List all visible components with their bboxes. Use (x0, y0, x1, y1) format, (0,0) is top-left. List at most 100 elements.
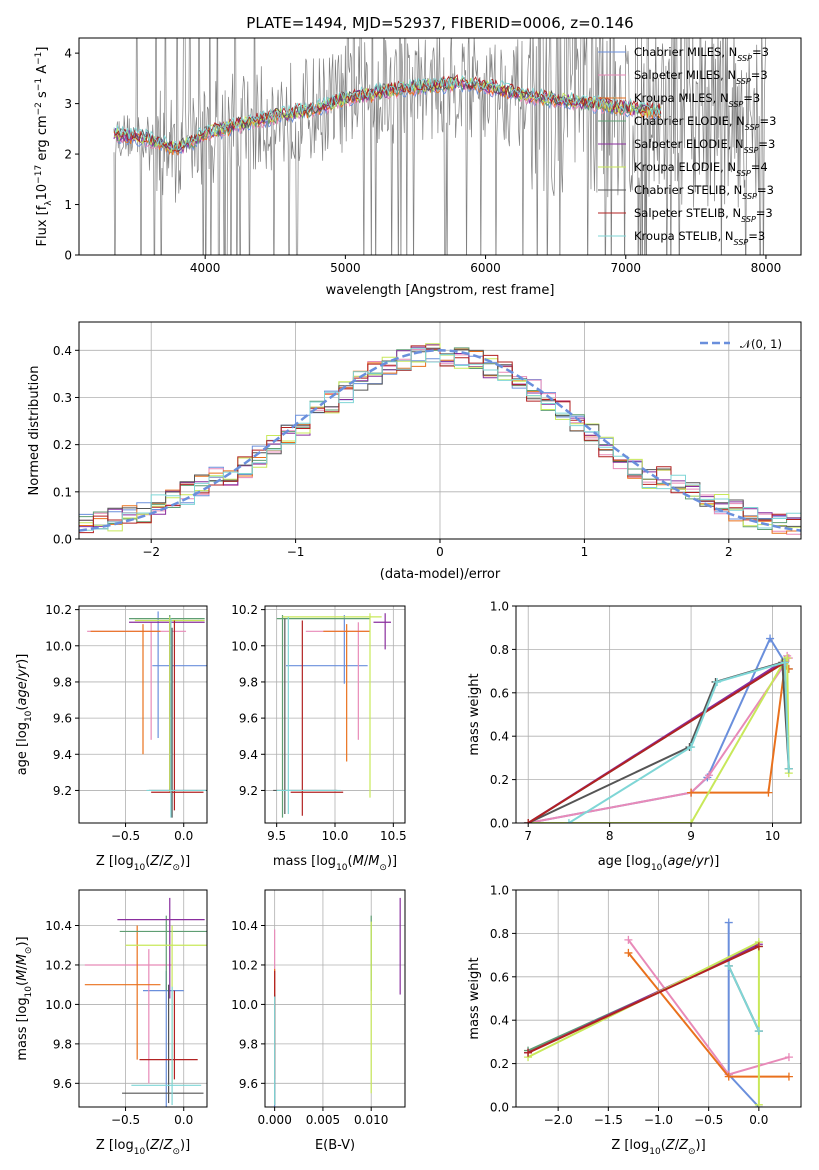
x-axis-label-part: Z (149, 854, 160, 869)
x-axis-label-part: ⊙ (172, 1147, 180, 1157)
x-axis-label-part: Z (665, 1138, 676, 1153)
x-tick-label: 7 (524, 829, 532, 843)
y-axis-label-part: ( (15, 706, 30, 711)
axes-spectrum: 4000 5000 6000 7000 8000 0 1 2 3 4 Chabrier MILES,… (34, 37, 802, 298)
x-axis-label-part: 10 (336, 863, 348, 873)
weight-marker (784, 764, 793, 773)
y-tick-label: 4 (64, 47, 72, 61)
plot-area-age-mass (265, 606, 405, 823)
legend-entry-part: =4 (751, 160, 768, 174)
legend-gaussian-label: 𝒩(0, 1) (740, 337, 782, 351)
weight-marker (687, 819, 696, 823)
x-tick-label: −0.5 (111, 1113, 140, 1127)
legend-entry-part: =3 (752, 45, 769, 59)
y-axis-label-part: age (15, 681, 30, 705)
axes-frame (78, 321, 802, 540)
x-axis-label-part: )] (709, 854, 719, 869)
x-tick-label: 9 (687, 829, 695, 843)
x-axis-label-part: / (692, 854, 697, 869)
plot-area-residuals (79, 322, 801, 539)
legend-entry-part: SSP (737, 54, 752, 63)
x-tick-label: −2 (142, 545, 160, 559)
y-tick-label: 10.4 (45, 919, 72, 933)
y-axis-label-part: λ (44, 200, 54, 206)
y-axis-label-part: Flux [f (35, 205, 50, 246)
x-axis-label-part: Z (163, 1138, 174, 1153)
y-tick-label: 0.1 (53, 485, 72, 499)
weight-marker (754, 942, 763, 951)
y-tick-label: 1.0 (490, 600, 509, 614)
legend-entry-part: Chabrier ELODIE, N (634, 114, 745, 128)
x-tick-label: 0.0 (174, 1113, 193, 1127)
x-tick-label: 0.0 (174, 829, 193, 843)
weight-line-8 (527, 945, 760, 1054)
weight-line-9 (568, 661, 790, 823)
x-axis-label-part: ⊙ (688, 1147, 696, 1157)
legend-entry-part: Kroupa ELODIE, N (634, 160, 736, 174)
x-axis-label-part: ( (145, 1138, 150, 1153)
weight-marker (687, 743, 696, 752)
y-tick-label: 3 (64, 97, 72, 111)
y-tick-label: 0.0 (490, 817, 509, 831)
x-tick-label: 2 (725, 545, 733, 559)
x-axis-label-part: 10 (649, 1147, 661, 1157)
weight-marker (784, 664, 793, 673)
y-tick-label: 0.4 (490, 730, 509, 744)
weight-marker (780, 658, 789, 667)
weight-marker (624, 935, 633, 944)
plot-area-age-Z (79, 606, 207, 823)
x-tick-label: 8 (606, 829, 614, 843)
legend-entry-part: SSP (736, 77, 751, 86)
plot-area-mass-EBV (265, 890, 405, 1107)
legend-entry-part: =3 (757, 183, 774, 197)
x-axis-label-part: ( (662, 854, 667, 869)
x-axis-label-part: ⊙ (379, 863, 387, 873)
weight-line-8 (527, 661, 786, 823)
y-tick-label: 0.2 (490, 773, 509, 787)
y-tick-label: 0.4 (490, 1014, 509, 1028)
y-axis-label: Flux [fλ10−17 erg cm−2 s−1 A−1] (34, 47, 54, 247)
x-axis-label-part: ( (348, 854, 353, 869)
plot-area-weight-age (516, 606, 801, 823)
y-tick-label: 9.2 (53, 784, 72, 798)
x-tick-label: 5000 (330, 261, 361, 275)
x-tick-label: 8000 (751, 261, 782, 275)
x-tick-label: 0.005 (306, 1113, 340, 1127)
y-tick-label: 9.4 (239, 748, 258, 762)
x-axis-label-part: age (667, 854, 691, 869)
axes-frame (515, 889, 802, 1108)
x-axis-label: Z [log10(Z/Z⊙)] (96, 1138, 190, 1157)
y-axis-label-part: M (15, 970, 30, 981)
y-tick-label: 0.0 (490, 1101, 509, 1115)
axes-frame (78, 37, 802, 256)
y-axis-label-part: age [log (15, 722, 30, 775)
y-tick-label: 10.0 (231, 998, 258, 1012)
x-axis-label-part: )] (180, 854, 190, 869)
x-tick-label: −2.0 (544, 1113, 573, 1127)
axes-mass-Z: −0.5 0.09.69.810.010.210.4Z [log10(Z/Z⊙)]… (15, 889, 208, 1157)
y-tick-label: 0.0 (53, 533, 72, 547)
x-axis-label-part: E(B-V) (315, 1138, 355, 1153)
x-axis-label: mass [log10(M/M⊙)] (273, 854, 397, 873)
plot-area-mass-Z (79, 890, 207, 1107)
x-axis-label: age [log10(age/yr)] (598, 854, 720, 873)
y-tick-label: 9.6 (239, 1077, 258, 1091)
y-tick-label: 9.8 (53, 675, 72, 689)
weight-marker (764, 788, 773, 797)
y-tick-label: 10.2 (45, 958, 72, 972)
y-tick-label: 9.8 (239, 1037, 258, 1051)
y-axis-label-part: 10 (24, 986, 34, 998)
y-tick-label: 0.2 (53, 438, 72, 452)
x-axis-label-part: / (675, 1138, 680, 1153)
y-axis-label: mass weight (467, 957, 482, 1039)
y-tick-label: 0.4 (53, 344, 72, 358)
y-tick-label: 10.0 (45, 639, 72, 653)
x-axis-label-part: 10 (651, 863, 663, 873)
x-tick-label: −0.5 (111, 829, 140, 843)
x-tick-label: 9.5 (267, 829, 286, 843)
legend-entry-part: SSP (736, 169, 751, 178)
x-axis-label-part: )] (387, 854, 397, 869)
x-tick-label: 10 (765, 829, 780, 843)
weight-line-6 (527, 940, 760, 1105)
